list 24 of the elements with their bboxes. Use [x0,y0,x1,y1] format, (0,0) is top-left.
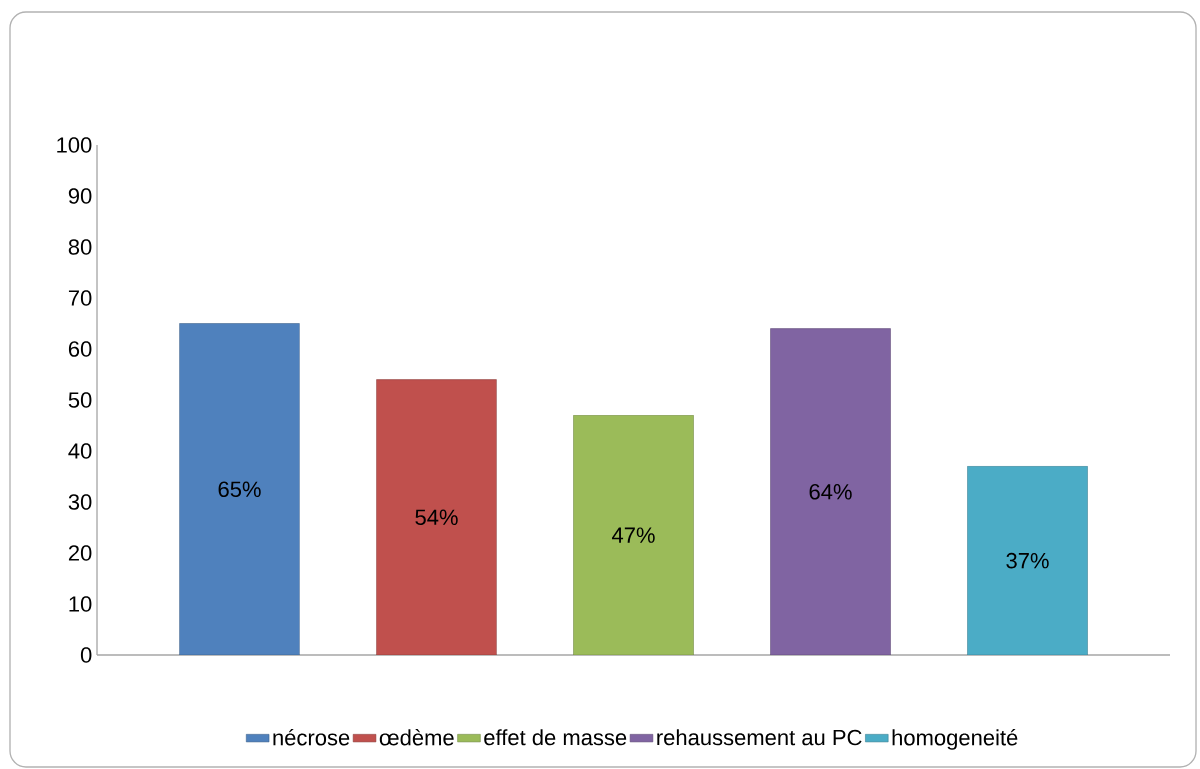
legend-label: nécrose [273,729,350,746]
data-label: 54% [415,509,458,526]
y-tick-label: 50 [68,392,92,408]
y-tick-label: 0 [80,647,92,663]
y-tick-label: 100 [57,137,92,153]
data-label: 65% [218,481,261,498]
legend-label: rehaussement au PC [657,729,862,746]
data-label: 64% [809,484,852,500]
y-tick-label: 20 [68,545,92,561]
data-label: 47% [611,527,655,543]
bar [573,415,694,655]
y-tick-label: 10 [69,596,92,612]
bar [770,328,891,655]
y-tick-label: 60 [68,341,92,357]
y-tick-label: 90 [68,188,92,204]
legend-label: homogeneité [892,729,1018,750]
data-label: 37% [1006,552,1049,569]
bar [967,466,1088,655]
y-tick-label: 80 [68,239,92,255]
y-tick-label: 30 [68,494,92,510]
y-tick-label: 40 [68,443,92,459]
legend-label: œdème [379,729,454,746]
legend-label: effet de masse [484,729,627,746]
y-tick-label: 70 [68,290,92,306]
